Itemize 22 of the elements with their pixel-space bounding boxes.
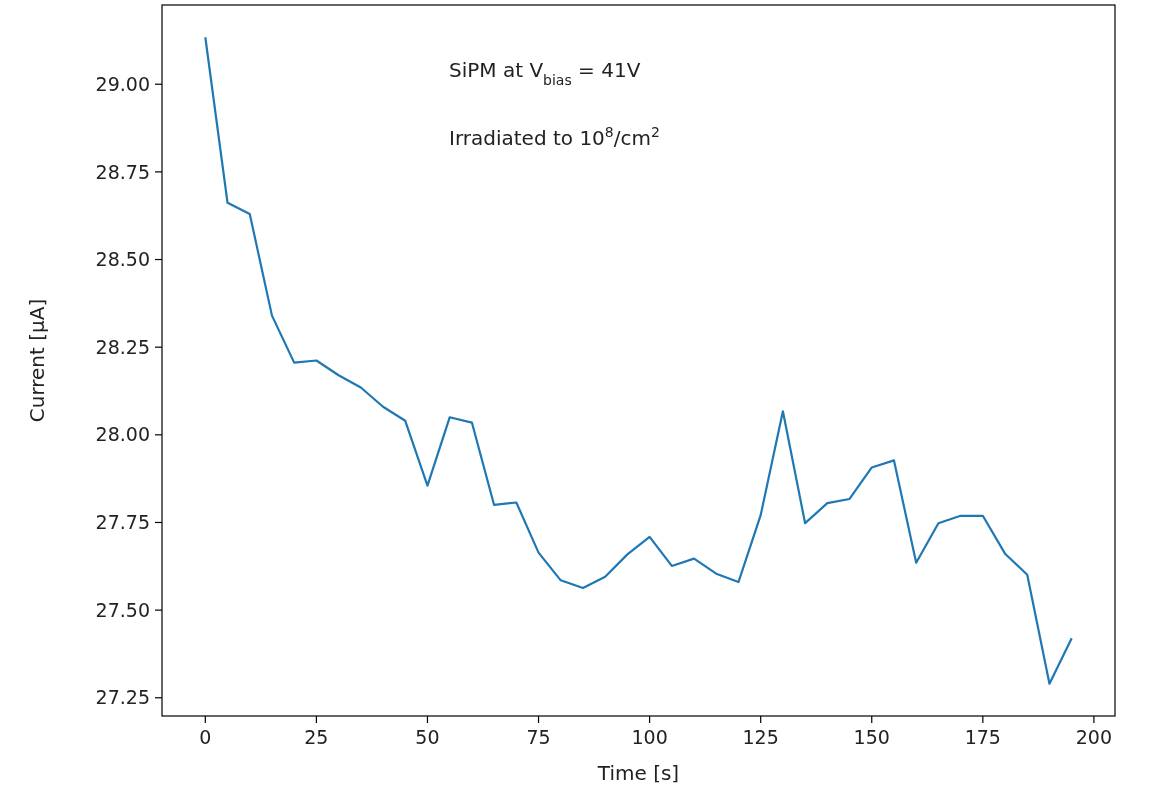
y-tick-label: 27.25: [95, 686, 150, 709]
x-tick-label: 200: [1075, 726, 1113, 748]
annotation: Irradiated to 10$^{8}$/cm$^{2}$: [449, 124, 660, 150]
y-tick-label: 28.75: [95, 160, 150, 183]
annotation: SiPM at V$_{bias}$ = 41V: [449, 58, 641, 88]
line-series: [204, 36, 1073, 685]
x-tick-label: 150: [853, 726, 890, 748]
x-tick-label: 50: [415, 726, 440, 748]
x-tick-label: 100: [631, 726, 668, 748]
x-tick-label: 0: [199, 726, 212, 748]
y-tick-label: 27.50: [95, 598, 150, 621]
x-tick-label: 75: [526, 726, 551, 748]
y-tick-label: 29.00: [95, 72, 150, 95]
y-tick-label: 28.50: [95, 248, 150, 271]
y-tick-label: 28.25: [95, 335, 150, 358]
y-tick-label: 28.00: [95, 423, 150, 446]
x-tick-label: 125: [742, 726, 779, 748]
x-tick-label: 25: [304, 726, 329, 748]
y-tick-label: 27.75: [95, 511, 150, 534]
y-axis-title: Current [μA]: [25, 298, 49, 423]
x-axis-title: Time [s]: [596, 761, 680, 785]
x-tick-label: 175: [964, 726, 1001, 748]
